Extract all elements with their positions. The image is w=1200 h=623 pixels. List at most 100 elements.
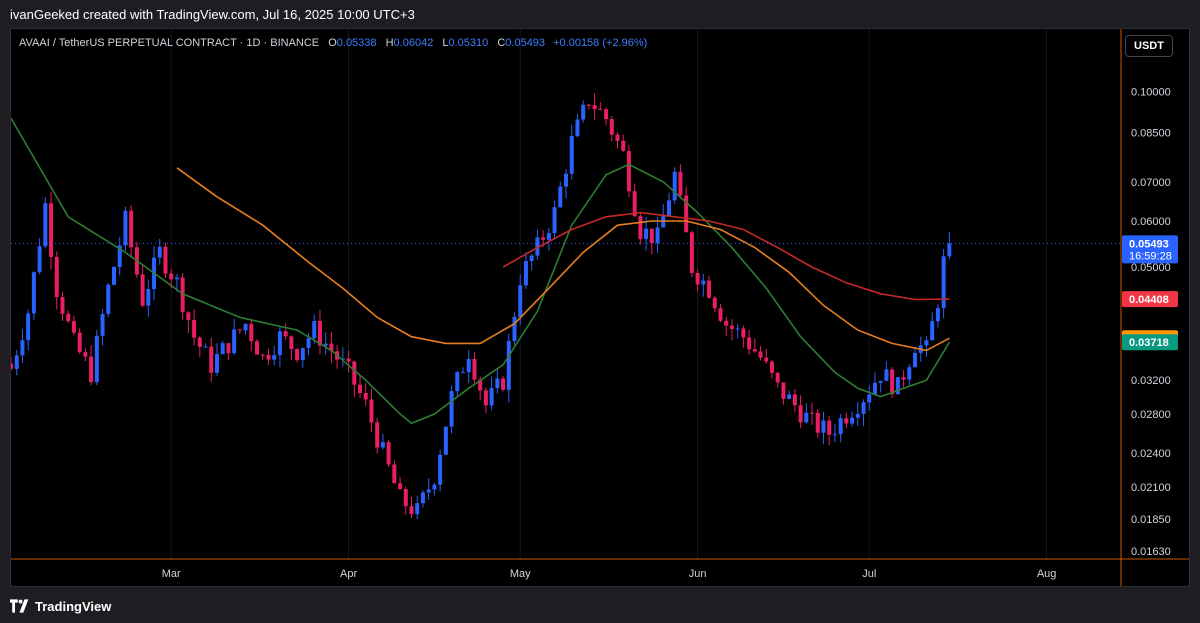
candle-body — [947, 243, 952, 257]
moving-average-line — [502, 211, 950, 301]
candle-body — [781, 382, 786, 399]
candle-body — [243, 323, 248, 331]
candle-body — [626, 150, 631, 192]
candle-body — [455, 372, 460, 392]
price-badge — [1122, 291, 1178, 308]
candle-body — [512, 316, 517, 341]
candle-body — [415, 503, 420, 515]
y-tick-label: 0.06000 — [1131, 216, 1171, 228]
candle-body — [775, 372, 780, 383]
price-chart[interactable]: 0.120000.100000.085000.070000.060000.050… — [11, 29, 1189, 586]
candle-body — [329, 343, 334, 352]
candle-body — [89, 356, 94, 383]
candle-body — [306, 338, 311, 349]
candle-body — [604, 109, 609, 120]
candle-body — [586, 104, 591, 106]
candle-body — [197, 337, 202, 347]
candle-body — [123, 210, 128, 246]
y-tick-label: 0.02100 — [1131, 482, 1171, 494]
price-badge — [1122, 334, 1178, 351]
candle-body — [157, 246, 162, 258]
candle-body — [449, 391, 454, 427]
candle-body — [409, 506, 414, 515]
candle-body — [260, 354, 265, 356]
candle-body — [426, 489, 431, 493]
candle-body — [232, 329, 237, 354]
candle-body — [541, 237, 546, 240]
candle-body — [249, 323, 254, 342]
currency-button[interactable]: USDT — [1125, 35, 1173, 57]
candle-body — [655, 227, 660, 244]
candle-body — [226, 343, 231, 354]
y-tick-label: 0.05000 — [1131, 262, 1171, 274]
candle-body — [300, 348, 305, 361]
candle-body — [741, 328, 746, 338]
candle-body — [289, 336, 294, 350]
candle-body — [638, 216, 643, 240]
candle-body — [895, 377, 900, 395]
candle-body — [237, 329, 242, 331]
candle-body — [495, 378, 500, 389]
candle-body — [501, 378, 506, 390]
candle-body — [821, 420, 826, 433]
candle-body — [901, 377, 906, 380]
candle-body — [31, 272, 36, 314]
candle-body — [798, 405, 803, 423]
candle-body — [535, 237, 540, 256]
candle-body — [615, 134, 620, 141]
candle-body — [569, 136, 574, 174]
candle-body — [203, 346, 208, 348]
change-value: +0.00158 (+2.96%) — [553, 37, 648, 49]
x-tick-label: Mar — [162, 568, 181, 580]
candle-body — [872, 382, 877, 395]
price-badge-label: 0.05493 — [1129, 238, 1169, 250]
candle-body — [724, 320, 729, 326]
candle-body — [266, 354, 271, 360]
candle-body — [810, 412, 815, 414]
candle-body — [77, 332, 82, 353]
symbol-title: AVAAI / TetherUS PERPETUAL CONTRACT · 1D… — [19, 37, 320, 49]
symbol-legend: AVAAI / TetherUS PERPETUAL CONTRACT · 1D… — [19, 37, 647, 49]
x-tick-label: May — [510, 568, 531, 580]
candle-body — [844, 418, 849, 424]
y-tick-label: 0.07000 — [1131, 177, 1171, 189]
candle-body — [186, 312, 191, 321]
candle-body — [632, 191, 637, 217]
candle-body — [913, 352, 918, 368]
close-value: 0.05493 — [505, 37, 546, 49]
candle-body — [220, 343, 225, 355]
candle-body — [11, 363, 13, 369]
x-tick-label: Apr — [340, 568, 357, 580]
credit-text: ivanGeeked created with TradingView.com,… — [10, 7, 415, 22]
candle-body — [403, 489, 408, 507]
y-tick-label: 0.02800 — [1131, 409, 1171, 421]
candle-body — [214, 354, 219, 373]
close-label: C — [497, 37, 506, 49]
x-tick-label: Aug — [1037, 568, 1057, 580]
tradingview-logo-icon — [10, 599, 29, 613]
candle-body — [827, 420, 832, 435]
candle-body — [386, 442, 391, 465]
candle-body — [689, 232, 694, 274]
candle-body — [375, 422, 380, 448]
candle-body — [472, 359, 477, 380]
candle-body — [363, 392, 368, 400]
candle-body — [890, 369, 895, 395]
x-tick-label: Jul — [862, 568, 876, 580]
chart-pane[interactable]: 0.120000.100000.085000.070000.060000.050… — [10, 28, 1190, 587]
candle-body — [930, 321, 935, 341]
candle-body — [850, 417, 855, 424]
candle-body — [769, 361, 774, 373]
candle-body — [489, 388, 494, 406]
candle-body — [552, 207, 557, 234]
candle-body — [323, 343, 328, 346]
candle-body — [729, 325, 734, 329]
candle-body — [466, 359, 471, 373]
candle-body — [117, 245, 122, 267]
candle-body — [529, 255, 534, 262]
candle-body — [392, 464, 397, 484]
price-badge — [1122, 235, 1178, 264]
candle-body — [20, 340, 25, 356]
candle-body — [684, 195, 689, 233]
high-value: 0.06042 — [393, 37, 434, 49]
